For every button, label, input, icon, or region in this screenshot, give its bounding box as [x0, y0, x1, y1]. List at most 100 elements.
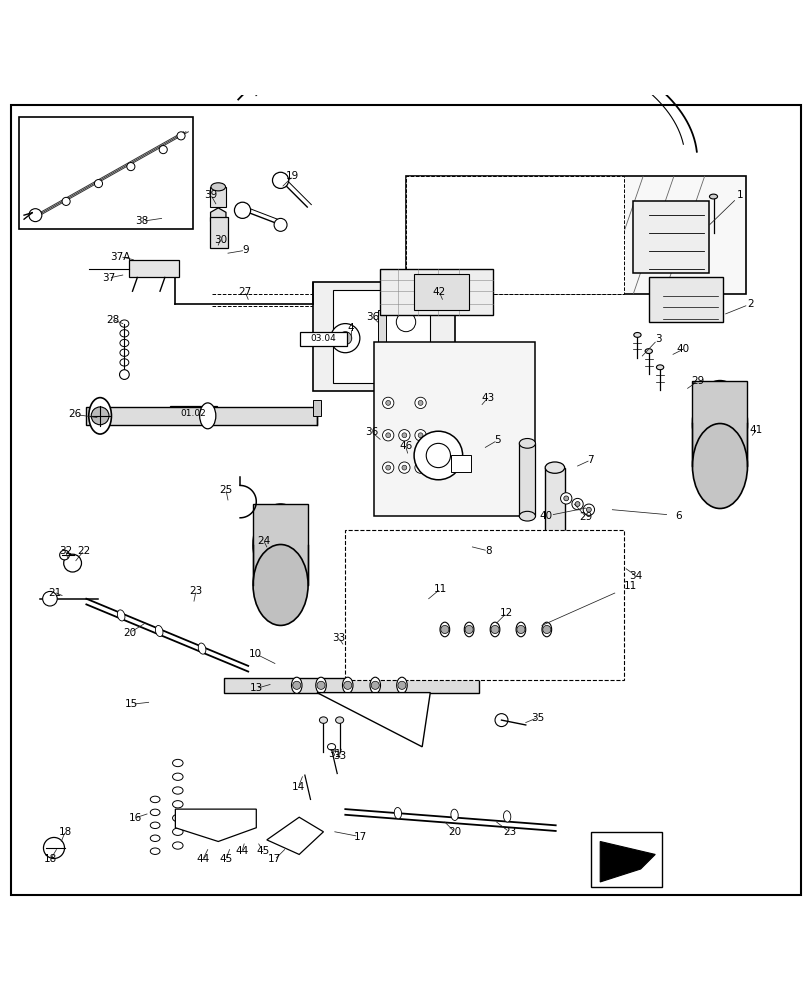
Ellipse shape — [120, 349, 129, 356]
Circle shape — [517, 625, 524, 634]
Circle shape — [465, 625, 473, 634]
Ellipse shape — [450, 809, 457, 820]
Circle shape — [338, 332, 351, 345]
Text: 29: 29 — [690, 376, 703, 386]
Ellipse shape — [118, 610, 125, 621]
Ellipse shape — [342, 677, 353, 693]
Ellipse shape — [120, 339, 129, 347]
Bar — [450, 455, 470, 472]
Text: 11: 11 — [624, 581, 637, 591]
Text: 36: 36 — [365, 427, 379, 437]
Text: 38: 38 — [135, 216, 148, 226]
Text: 14: 14 — [291, 782, 305, 792]
Ellipse shape — [394, 807, 401, 819]
Bar — [345, 530, 624, 680]
Text: 6: 6 — [675, 511, 681, 521]
Circle shape — [382, 462, 393, 473]
Circle shape — [547, 620, 567, 639]
Text: 20: 20 — [448, 827, 461, 837]
Text: 8: 8 — [484, 546, 491, 556]
Ellipse shape — [633, 332, 641, 337]
Circle shape — [44, 837, 64, 858]
Bar — [312, 400, 320, 416]
Bar — [648, 277, 723, 322]
Ellipse shape — [319, 717, 327, 723]
Circle shape — [571, 498, 582, 510]
Ellipse shape — [516, 622, 525, 637]
Ellipse shape — [120, 359, 129, 366]
Text: 33: 33 — [333, 751, 345, 761]
Bar — [519, 443, 534, 516]
Text: 26: 26 — [68, 409, 82, 419]
Bar — [19, 117, 193, 229]
Text: 32: 32 — [59, 546, 72, 556]
Ellipse shape — [692, 381, 747, 466]
Polygon shape — [316, 693, 430, 747]
Text: 5: 5 — [493, 435, 500, 445]
Circle shape — [330, 324, 359, 353]
Circle shape — [398, 462, 410, 473]
Circle shape — [94, 180, 102, 188]
Circle shape — [396, 361, 415, 380]
Circle shape — [177, 132, 185, 140]
Bar — [210, 187, 226, 207]
Ellipse shape — [327, 744, 335, 750]
Text: 29: 29 — [579, 512, 592, 522]
Circle shape — [418, 400, 423, 405]
Text: 9: 9 — [242, 245, 249, 255]
Circle shape — [542, 625, 550, 634]
Text: 24: 24 — [257, 536, 270, 546]
Ellipse shape — [120, 330, 129, 337]
Text: 27: 27 — [238, 287, 251, 297]
Text: 18: 18 — [58, 827, 71, 837]
Ellipse shape — [155, 625, 163, 637]
Polygon shape — [267, 817, 323, 854]
Circle shape — [316, 681, 324, 689]
Ellipse shape — [172, 759, 182, 767]
Circle shape — [397, 681, 406, 689]
Text: 17: 17 — [354, 832, 367, 842]
Text: 36: 36 — [366, 312, 379, 322]
Circle shape — [119, 370, 129, 379]
Text: 12: 12 — [500, 608, 513, 618]
Circle shape — [495, 714, 508, 727]
Bar — [590, 832, 661, 887]
Circle shape — [127, 163, 135, 171]
Ellipse shape — [655, 365, 663, 370]
Ellipse shape — [172, 842, 182, 849]
Ellipse shape — [544, 648, 564, 659]
Bar — [333, 290, 430, 383]
Ellipse shape — [709, 194, 717, 199]
Bar — [377, 310, 385, 375]
Ellipse shape — [253, 504, 307, 585]
Text: 25: 25 — [219, 485, 232, 495]
Text: 4: 4 — [347, 323, 354, 333]
Text: 3: 3 — [654, 334, 661, 344]
Ellipse shape — [519, 438, 534, 448]
Ellipse shape — [150, 809, 160, 816]
Circle shape — [272, 172, 288, 188]
Bar — [692, 381, 747, 466]
Ellipse shape — [211, 183, 225, 191]
Circle shape — [582, 504, 594, 515]
Text: 16: 16 — [128, 813, 142, 823]
Text: 37: 37 — [102, 273, 115, 283]
Text: 41: 41 — [749, 425, 762, 435]
Bar — [210, 217, 228, 248]
Ellipse shape — [291, 677, 302, 693]
Ellipse shape — [440, 622, 449, 637]
Bar — [632, 201, 709, 273]
Circle shape — [91, 407, 109, 425]
Text: 42: 42 — [432, 287, 445, 297]
Text: 37A: 37A — [110, 252, 131, 262]
Text: 45: 45 — [219, 854, 232, 864]
Text: 23: 23 — [502, 827, 516, 837]
Ellipse shape — [315, 677, 326, 693]
Ellipse shape — [172, 787, 182, 794]
Text: 44: 44 — [235, 846, 248, 856]
Text: 1: 1 — [736, 190, 742, 200]
Circle shape — [401, 433, 406, 438]
Text: 01.02: 01.02 — [180, 409, 206, 418]
Circle shape — [398, 430, 410, 441]
Ellipse shape — [120, 320, 129, 327]
